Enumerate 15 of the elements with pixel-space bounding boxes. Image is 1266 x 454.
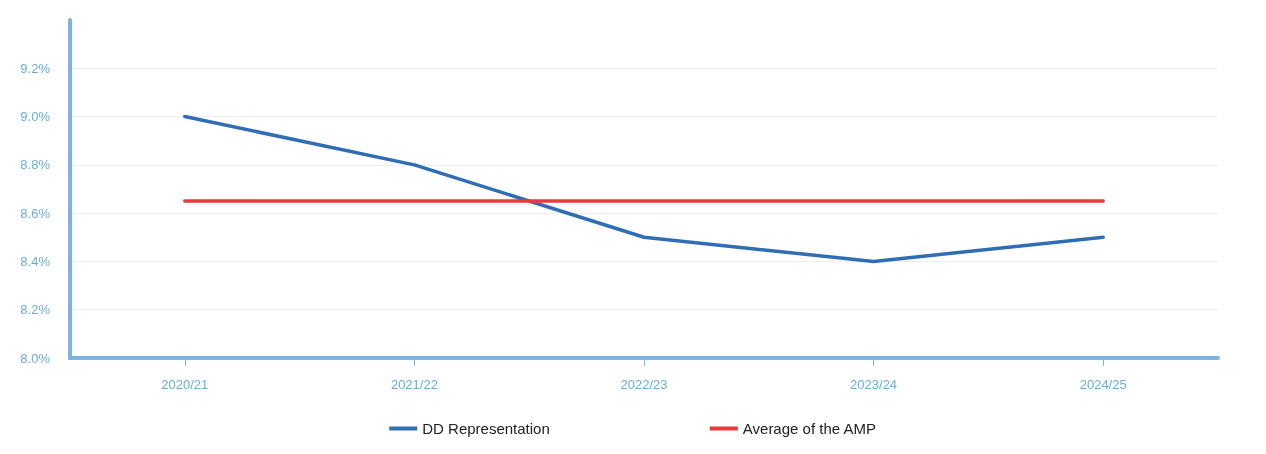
x-tick-label: 2022/23 [620,377,668,392]
x-tick-label: 2024/25 [1079,377,1127,392]
y-tick-label: 8.4% [20,253,51,269]
y-tick-label: 8.8% [20,157,51,173]
y-tick-label: 8.2% [20,302,51,318]
y-tick-label: 9.0% [20,109,51,125]
x-tick-label: 2023/24 [850,377,898,392]
legend-label: DD Representation [422,420,550,437]
y-tick-label: 9.2% [20,60,51,76]
x-tick-label: 2021/22 [390,377,438,392]
y-tick-label: 8.0% [20,350,51,366]
line-series [183,114,1105,264]
y-tick-label: 8.6% [20,205,51,221]
x-tick-label: 2020/21 [161,377,209,392]
legend-label: Average of the AMP [742,420,876,437]
